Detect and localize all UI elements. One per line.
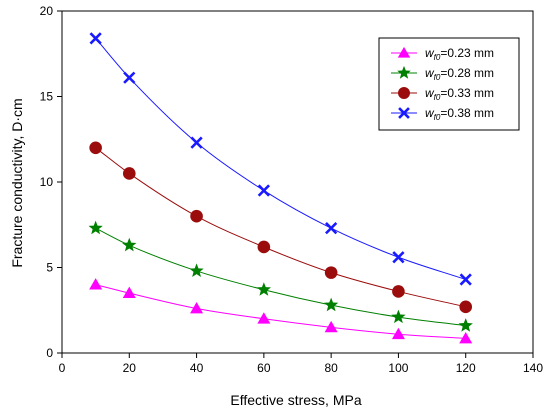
triangle-marker	[190, 302, 204, 314]
legend-label: wf0=0.38 mm	[425, 106, 494, 122]
circle-marker	[324, 266, 338, 279]
legend-entry-2: wf0=0.28 mm	[391, 65, 494, 82]
x-tick-label: 60	[257, 361, 271, 375]
x-tick-label: 20	[123, 361, 137, 375]
legend-label: wf0=0.28 mm	[425, 66, 494, 82]
legend-label: wf0=0.33 mm	[425, 86, 494, 102]
x-marker-stroke	[398, 107, 410, 119]
x-marker	[123, 71, 136, 84]
x-tick-label: 0	[59, 361, 66, 375]
legend-label-var: w	[425, 66, 435, 80]
triangle-marker	[397, 46, 411, 58]
triangle-marker	[324, 320, 338, 333]
triangle-marker	[459, 331, 473, 344]
triangle-marker	[391, 327, 405, 340]
series-line	[95, 147, 466, 308]
star-marker	[397, 65, 411, 79]
x-marker-stroke	[459, 273, 472, 286]
x-marker-stroke	[257, 184, 270, 197]
x-marker-stroke	[123, 71, 136, 84]
triangle-marker	[122, 286, 136, 299]
legend-label-var: w	[425, 46, 435, 60]
x-marker-stroke	[325, 222, 338, 235]
circle-marker	[257, 240, 271, 254]
legend-label-value: =0.38 mm	[440, 106, 494, 120]
star-marker	[391, 309, 406, 324]
x-tick-label: 100	[388, 361, 408, 375]
x-marker	[392, 251, 405, 264]
legend-label-subscript: f0	[434, 73, 441, 82]
x-tick-label: 120	[456, 361, 476, 375]
circle-marker	[122, 167, 136, 180]
circle-marker	[190, 209, 203, 223]
legend-label-subscript: f0	[434, 93, 441, 102]
legend-label-value: =0.23 mm	[440, 46, 494, 60]
series-layer	[88, 32, 473, 344]
x-marker-stroke	[392, 251, 405, 264]
legend-label-var: w	[425, 106, 435, 120]
x-marker-stroke	[190, 136, 203, 149]
y-tick-label: 0	[46, 346, 53, 360]
legend-label: wf0=0.23 mm	[425, 46, 494, 62]
y-tick-label: 5	[46, 261, 53, 275]
series-4	[89, 32, 472, 286]
legend-label-value: =0.33 mm	[440, 86, 494, 100]
legend-label-value: =0.28 mm	[440, 66, 494, 80]
star-marker	[324, 297, 339, 312]
legend-label-subscript: f0	[434, 113, 441, 122]
circle-marker	[392, 285, 405, 298]
star-marker	[88, 220, 103, 235]
legend-entry-4: wf0=0.38 mm	[391, 106, 494, 122]
x-tick-label: 40	[190, 361, 204, 375]
axes: 0 20 40 60 80 100 120 140 0 5 10 15 20	[40, 4, 544, 375]
star-marker	[122, 237, 137, 252]
x-marker	[257, 184, 270, 197]
y-tick-label: 20	[40, 4, 54, 18]
series-line	[95, 227, 466, 327]
x-marker	[459, 273, 472, 286]
y-tick-label: 15	[40, 90, 54, 104]
star-marker	[458, 318, 473, 332]
star-marker	[256, 282, 271, 296]
x-axis-title: Effective stress, MPa	[230, 392, 361, 408]
legend-label-subscript: f0	[434, 53, 441, 62]
triangle-marker	[89, 278, 103, 290]
legend-label-var: w	[425, 86, 435, 100]
x-marker	[325, 222, 338, 235]
series-line	[95, 284, 466, 339]
series-2	[88, 220, 473, 332]
legend-entry-1: wf0=0.23 mm	[391, 46, 494, 62]
series-1	[89, 278, 473, 344]
circle-marker	[398, 87, 410, 99]
y-axis-title: Fracture conductivity, D·cm	[9, 98, 25, 267]
series-3	[89, 141, 473, 314]
x-marker	[89, 32, 102, 45]
legend-entry-3: wf0=0.33 mm	[391, 86, 494, 102]
triangle-marker	[257, 312, 271, 324]
x-marker	[398, 107, 410, 119]
star-marker	[189, 263, 204, 277]
circle-marker	[459, 300, 473, 314]
x-tick-label: 80	[324, 361, 338, 375]
x-marker	[190, 136, 203, 149]
circle-marker	[89, 141, 102, 155]
x-tick-label: 140	[523, 361, 543, 375]
x-marker-stroke	[89, 32, 102, 45]
y-tick-label: 10	[40, 175, 54, 189]
